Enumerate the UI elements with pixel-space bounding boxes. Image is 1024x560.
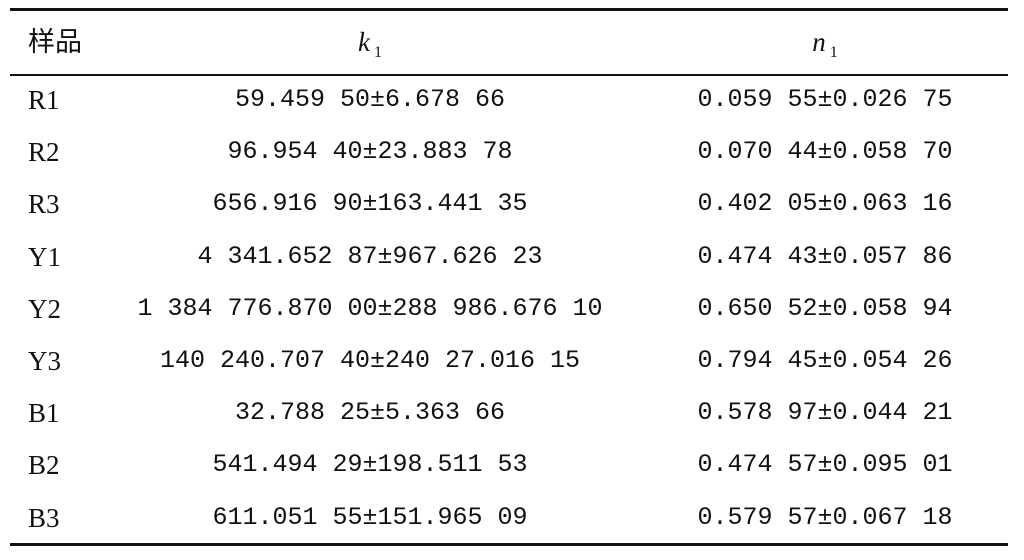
- sample-cell: Y1: [28, 241, 61, 272]
- k-cell: 140 240.707 40±240 27.016 15: [159, 346, 581, 375]
- sample-cell: Y3: [28, 346, 61, 376]
- sample-cell: R3: [28, 189, 60, 220]
- n-cell: 0.402 05±0.063 16: [697, 189, 953, 219]
- n-cell: 0.578 97±0.044 21: [697, 398, 953, 428]
- symbol: k: [358, 27, 370, 57]
- k-cell: 1 384 776.870 00±288 986.676 10: [137, 293, 603, 323]
- subscript: 1: [829, 44, 838, 61]
- sample-cell: B2: [28, 450, 60, 481]
- subscript: 1: [373, 44, 382, 61]
- header-sample: 样品: [28, 27, 82, 57]
- n-cell: 0.070 44±0.058 70: [697, 137, 953, 167]
- sample-cell: B3: [28, 502, 60, 533]
- n-cell: 0.794 45±0.054 26: [697, 346, 953, 375]
- n-cell: 0.474 43±0.057 86: [697, 241, 953, 271]
- bottom-rule: [10, 543, 1008, 546]
- k-cell: 96.954 40±23.883 78: [227, 137, 513, 167]
- symbol: n: [812, 27, 826, 57]
- n-cell: 0.650 52±0.058 94: [697, 293, 953, 323]
- sample-cell: R1: [28, 85, 60, 115]
- sample-cell: B1: [28, 398, 60, 429]
- k-cell: 611.051 55±151.965 09: [212, 502, 528, 532]
- k-cell: 541.494 29±198.511 53: [212, 450, 528, 480]
- k-cell: 4 341.652 87±967.626 23: [197, 241, 543, 271]
- k-cell: 59.459 50±6.678 66: [234, 85, 506, 114]
- n-cell: 0.579 57±0.067 18: [697, 502, 953, 532]
- top-rule: [10, 8, 1008, 11]
- n-cell: 0.474 57±0.095 01: [697, 450, 953, 480]
- header-rule: [10, 74, 1008, 76]
- sample-cell: Y2: [28, 293, 61, 324]
- k-cell: 32.788 25±5.363 66: [234, 398, 506, 428]
- sample-cell: R2: [28, 137, 60, 168]
- n-cell: 0.059 55±0.026 75: [697, 85, 953, 114]
- k-cell: 656.916 90±163.441 35: [212, 189, 528, 219]
